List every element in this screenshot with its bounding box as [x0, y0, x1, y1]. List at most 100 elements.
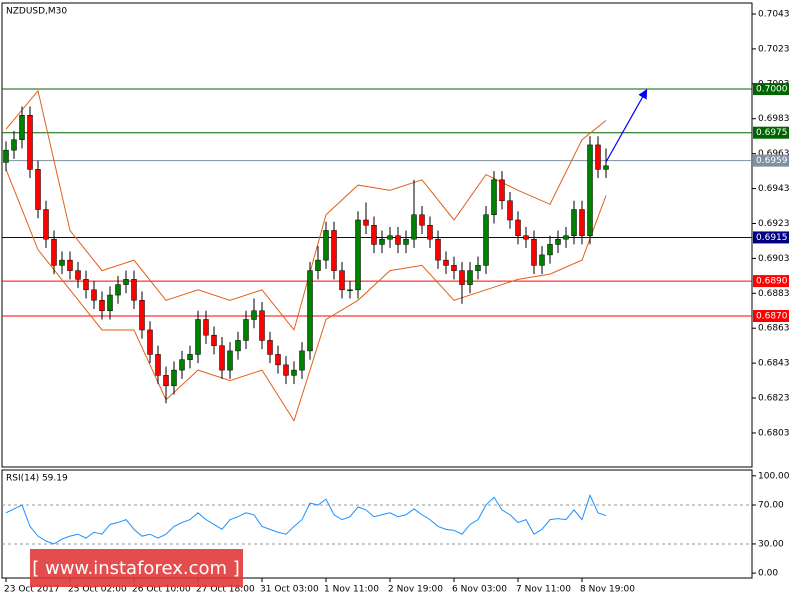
- candle-body: [395, 235, 401, 245]
- y-tick-label: 0.00: [758, 569, 778, 579]
- y-tick-label: 0.6963: [758, 149, 790, 159]
- level-box: [753, 83, 789, 96]
- candle-body: [299, 350, 305, 371]
- y-tick-label: 100.00: [758, 471, 790, 481]
- candle-body: [587, 144, 593, 236]
- y-tick-label: 0.6923: [758, 219, 790, 229]
- candle-body: [115, 284, 121, 296]
- candle-body: [35, 169, 41, 210]
- level-label: 0.7000: [756, 85, 788, 95]
- candle-body: [379, 238, 385, 245]
- candle-body: [203, 319, 209, 336]
- candle-body: [219, 345, 225, 371]
- y-tick-label: 0.6803: [758, 428, 790, 438]
- candle-body: [523, 235, 529, 240]
- candle-body: [131, 279, 137, 301]
- candle-body: [83, 279, 89, 291]
- watermark-box: [30, 549, 243, 587]
- x-tick-label: 2 Nov 19:00: [388, 585, 443, 595]
- rsi-panel: [1, 469, 753, 579]
- candle-body: [179, 359, 185, 371]
- level-label: 0.6915: [756, 233, 788, 243]
- x-tick-label: 7 Nov 11:00: [516, 585, 571, 595]
- y-tick-label: 0.6843: [758, 359, 790, 369]
- candle-body: [163, 375, 169, 387]
- candle-body: [195, 319, 201, 355]
- level-box: [753, 309, 789, 322]
- panel-title: RSI(14) 59.19: [6, 474, 68, 484]
- level-label: 0.6890: [756, 277, 788, 287]
- candle-body: [411, 214, 417, 240]
- candle-body: [555, 238, 561, 245]
- candle-body: [283, 364, 289, 376]
- candle-body: [227, 350, 233, 371]
- level-box: [753, 231, 789, 244]
- candle-body: [571, 209, 577, 236]
- rsi-line: [5, 493, 607, 545]
- x-tick-label: 23 Oct 2017: [4, 585, 60, 595]
- marks: NZDUSD,M300.70430.70230.70030.69830.6963…: [2, 7, 790, 595]
- candle-body: [259, 310, 265, 341]
- candle-body: [43, 209, 49, 240]
- x-tick-label: 6 Nov 03:00: [452, 585, 507, 595]
- candle-body: [459, 270, 465, 285]
- candle-body: [491, 179, 497, 216]
- y-tick-label: 0.7043: [758, 9, 790, 19]
- candle-body: [267, 340, 273, 355]
- candle-body: [91, 289, 97, 301]
- bollinger-band: [5, 169, 607, 422]
- arrow: [605, 88, 648, 163]
- candle-body: [539, 254, 545, 266]
- level-label: 0.6975: [756, 128, 788, 138]
- y-tick-label: 0.6823: [758, 394, 790, 404]
- candle-body: [451, 265, 457, 271]
- candle-body: [515, 219, 521, 236]
- candle-body: [243, 319, 249, 341]
- candle-body: [563, 235, 569, 240]
- x-tick-label: 31 Oct 03:00: [260, 585, 319, 595]
- x-tick-label: 8 Nov 19:00: [580, 585, 635, 595]
- y-tick-label: 0.6903: [758, 254, 790, 264]
- candle-body: [275, 354, 281, 366]
- candle-body: [67, 259, 73, 271]
- level-label: 0.6959: [756, 156, 788, 166]
- candle-body: [51, 238, 57, 266]
- candle-body: [331, 230, 337, 271]
- x-tick-label: 1 Nov 11:00: [324, 585, 379, 595]
- candle-body: [147, 329, 153, 355]
- y-tick-label: 0.7023: [758, 44, 790, 54]
- y-tick-label: 30.00: [758, 539, 784, 549]
- level-box: [753, 275, 789, 288]
- x-tick-label: 27 Oct 18:00: [196, 585, 255, 595]
- candle-body: [347, 289, 353, 292]
- candle-body: [107, 294, 113, 312]
- candle-body: [427, 224, 433, 240]
- candle-body: [507, 200, 513, 221]
- candle-body: [355, 219, 361, 291]
- x-tick-label: 26 Oct 10:00: [132, 585, 191, 595]
- candle-body: [467, 270, 473, 285]
- x-tick-label: 25 Oct 02:00: [68, 585, 127, 595]
- candle-body: [187, 354, 193, 360]
- candle-body: [323, 230, 329, 261]
- candle-body: [363, 219, 369, 226]
- candle-body: [475, 265, 481, 271]
- y-tick-label: 70.00: [758, 501, 784, 511]
- candle-body: [531, 238, 537, 266]
- level-box: [753, 154, 789, 167]
- candle-body: [99, 300, 105, 312]
- y-tick-label: 0.6983: [758, 114, 790, 124]
- candle-body: [27, 114, 33, 170]
- candle-body: [547, 244, 553, 256]
- candle-body: [387, 235, 393, 240]
- candle-body: [603, 165, 609, 170]
- candle-body: [3, 149, 9, 163]
- candle-body: [235, 340, 241, 352]
- candle-body: [59, 259, 65, 266]
- candle-body: [443, 259, 449, 266]
- candle-body: [371, 224, 377, 245]
- candle-body: [251, 310, 257, 320]
- y-tick-label: 0.6883: [758, 289, 790, 299]
